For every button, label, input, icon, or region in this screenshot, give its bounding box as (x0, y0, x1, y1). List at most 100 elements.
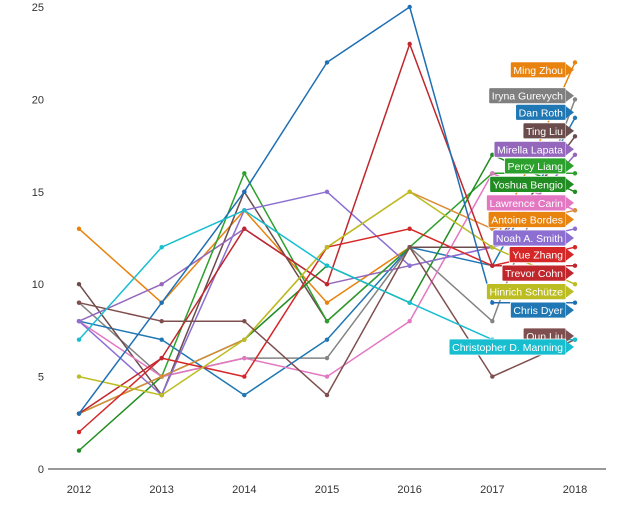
end-label[interactable]: Yoshua Bengio (489, 176, 574, 193)
data-point[interactable] (407, 226, 412, 231)
data-point[interactable] (324, 263, 330, 268)
data-point[interactable] (76, 226, 82, 231)
end-label[interactable]: Noah A. Smith (492, 229, 574, 247)
data-point[interactable] (407, 300, 412, 305)
end-label-pointer (566, 106, 574, 119)
end-label[interactable]: Lawrence Carin (486, 194, 574, 212)
end-label-pointer (566, 196, 574, 209)
x-tick-label: 2017 (480, 484, 504, 496)
data-point[interactable] (572, 208, 578, 213)
data-point[interactable] (324, 189, 330, 194)
data-point[interactable] (490, 171, 495, 176)
data-point[interactable] (407, 189, 412, 194)
end-label-pointer (566, 267, 574, 280)
data-point[interactable] (572, 263, 578, 268)
data-point[interactable] (324, 282, 330, 287)
end-label[interactable]: Hinrich Schütze (486, 283, 574, 300)
data-point[interactable] (572, 60, 578, 65)
y-tick-label: 10 (32, 279, 44, 291)
data-point[interactable] (572, 115, 578, 121)
data-point[interactable] (76, 300, 82, 305)
end-label-text: Antoine Bordes (491, 215, 563, 227)
data-point[interactable] (76, 374, 82, 379)
data-point[interactable] (76, 337, 82, 342)
data-point[interactable] (407, 318, 412, 324)
series-lines (78, 6, 576, 452)
data-point[interactable] (76, 429, 82, 435)
data-point[interactable] (324, 337, 330, 342)
data-point[interactable] (572, 171, 578, 176)
series-end-labels: Ming Zhou Iryna Gurevych Dan Roth Ting Liu M… (448, 61, 574, 356)
data-point[interactable] (572, 282, 578, 287)
x-tick-label: 2013 (149, 484, 173, 496)
data-point[interactable] (242, 392, 247, 398)
data-point[interactable] (242, 318, 247, 324)
data-point[interactable] (159, 355, 164, 361)
end-label[interactable]: Chris Dyer (510, 301, 574, 319)
data-point[interactable] (159, 245, 164, 250)
data-point[interactable] (242, 355, 247, 361)
end-label[interactable]: Trevor Cohn (501, 264, 574, 282)
data-point[interactable] (490, 263, 495, 268)
end-label[interactable]: Iryna Gurevych (488, 87, 574, 105)
data-point[interactable] (490, 374, 495, 379)
data-point[interactable] (159, 392, 164, 398)
data-point[interactable] (324, 245, 330, 250)
data-point[interactable] (159, 300, 164, 305)
data-point[interactable] (407, 263, 412, 268)
y-tick-label: 0 (38, 464, 44, 476)
end-label[interactable]: Antoine Bordes (487, 211, 574, 228)
end-label[interactable]: Yue Zhang (508, 246, 574, 264)
end-label-pointer (566, 329, 574, 342)
end-label-text: Chris Dyer (513, 305, 563, 317)
data-point[interactable] (490, 152, 495, 158)
data-point[interactable] (572, 134, 578, 139)
data-point[interactable] (324, 355, 330, 361)
data-point[interactable] (572, 300, 578, 305)
data-point[interactable] (159, 337, 164, 342)
end-label-text: Yue Zhang (512, 250, 563, 262)
data-point[interactable] (407, 4, 412, 10)
data-point[interactable] (490, 300, 495, 305)
data-point[interactable] (159, 374, 164, 379)
data-point[interactable] (572, 226, 578, 231)
end-label[interactable]: Ming Zhou (509, 61, 574, 79)
data-point[interactable] (242, 226, 247, 231)
data-point[interactable] (490, 318, 495, 324)
data-point[interactable] (324, 392, 330, 398)
data-point[interactable] (76, 318, 82, 324)
data-point[interactable] (76, 282, 82, 287)
data-point[interactable] (324, 318, 330, 324)
x-tick-label: 2015 (315, 484, 339, 496)
data-point[interactable] (324, 374, 330, 379)
data-point[interactable] (242, 208, 247, 213)
data-point[interactable] (572, 189, 578, 194)
x-tick-label: 2012 (67, 484, 91, 496)
end-label[interactable]: Dan Roth (515, 103, 574, 121)
end-label-text: Percy Liang (508, 161, 564, 173)
data-point[interactable] (242, 171, 247, 176)
end-label[interactable]: Percy Liang (504, 157, 574, 175)
end-label[interactable]: Christopher D. Manning (448, 338, 574, 356)
data-point[interactable] (572, 97, 578, 102)
data-point[interactable] (76, 448, 82, 453)
data-point[interactable] (324, 60, 330, 65)
x-tick-label: 2016 (397, 484, 421, 496)
data-point[interactable] (324, 300, 330, 305)
data-point[interactable] (242, 374, 247, 379)
end-label[interactable]: Mirella Lapata (493, 140, 574, 158)
data-point[interactable] (407, 245, 412, 250)
end-label[interactable]: Ting Liu (522, 122, 574, 140)
end-label-pointer (566, 89, 574, 102)
data-point[interactable] (76, 411, 82, 416)
data-point[interactable] (242, 337, 247, 342)
data-point[interactable] (159, 282, 164, 287)
data-point[interactable] (407, 41, 412, 47)
data-point[interactable] (242, 189, 247, 194)
data-point[interactable] (572, 245, 578, 250)
data-point[interactable] (159, 318, 164, 324)
series-line-yue-zhang[interactable] (78, 228, 576, 433)
data-point[interactable] (572, 152, 578, 158)
data-point[interactable] (572, 337, 578, 342)
